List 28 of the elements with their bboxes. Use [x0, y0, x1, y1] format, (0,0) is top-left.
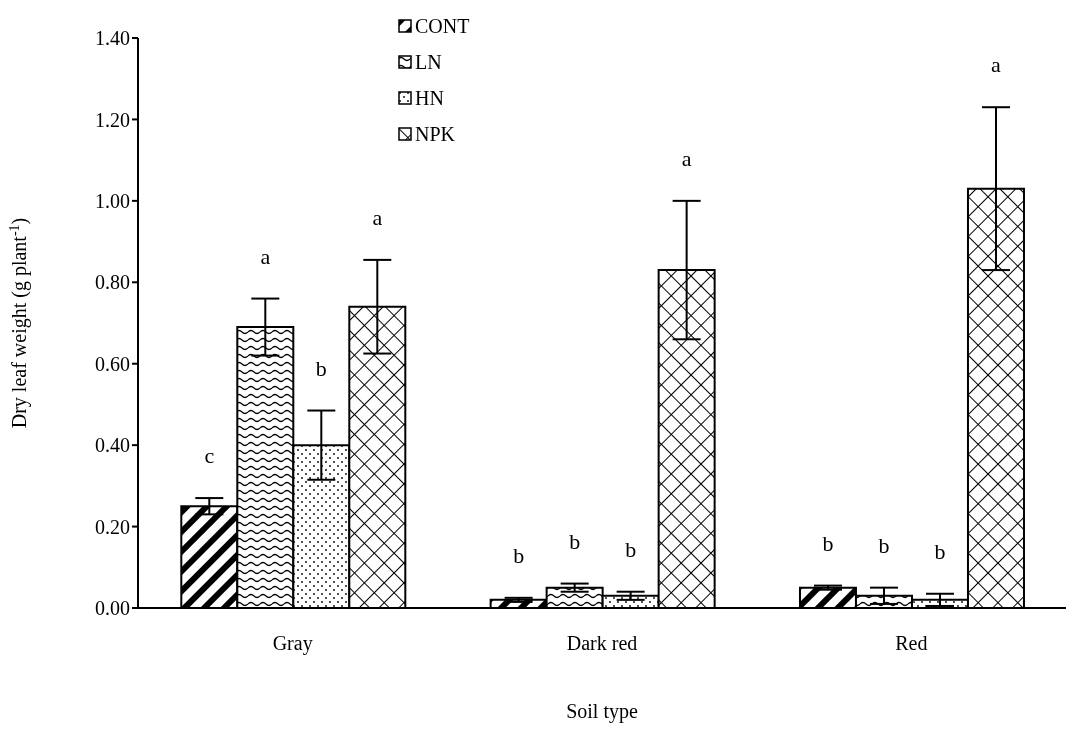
annotation: b [569, 528, 581, 554]
annotation: b [625, 536, 637, 562]
annotation: b [513, 542, 525, 568]
y-tick-label: 0.00 [95, 597, 130, 620]
annotation: b [315, 355, 327, 381]
x-tick-label: Dark red [566, 632, 638, 655]
y-tick-label: 0.80 [95, 271, 130, 294]
x-tick-label: Red [895, 632, 928, 655]
annotation: a [991, 52, 1002, 78]
x-axis-title: Soil type [566, 700, 638, 723]
annotation: b [878, 532, 890, 558]
y-tick-label: 0.60 [95, 352, 130, 375]
y-tick-label: 0.20 [95, 515, 130, 538]
y-tick-label: 0.40 [95, 434, 130, 457]
annotation: a [260, 243, 271, 269]
annotation: b [934, 538, 946, 564]
y-tick-label: 1.20 [95, 108, 130, 131]
annotation: a [372, 204, 383, 230]
legend-label: HN [415, 86, 444, 110]
legend-label: LN [415, 50, 442, 74]
annotation: a [681, 145, 692, 171]
x-tick-label: Gray [272, 632, 313, 656]
legend-label: NPK [415, 122, 456, 146]
annotation: b [822, 530, 834, 556]
y-tick-label: 1.40 [95, 27, 130, 50]
legend-label: CONT [415, 14, 470, 38]
y-tick-label: 1.00 [95, 189, 130, 212]
annotation: c [204, 443, 215, 469]
